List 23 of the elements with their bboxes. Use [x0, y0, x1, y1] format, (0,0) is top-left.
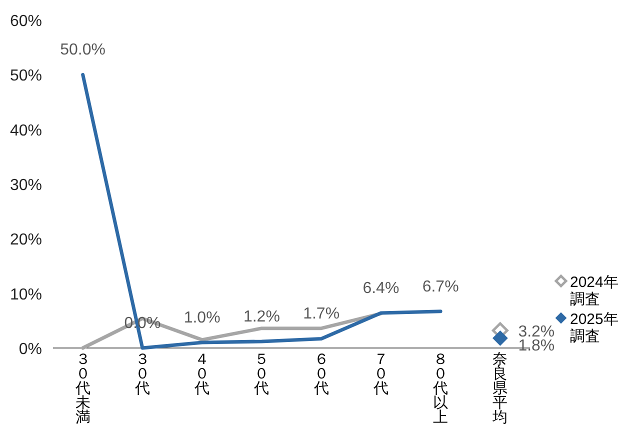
y-tick-label: 50% [10, 68, 42, 85]
x-tick-label: ５０代 [253, 351, 270, 397]
y-tick-label: 10% [10, 286, 42, 304]
data-label: 6.7% [422, 278, 459, 296]
data-label: 1.7% [303, 306, 340, 323]
x-tick-label: ６０代 [312, 351, 329, 397]
y-tick-label: 30% [10, 177, 42, 194]
data-label: 50.0% [60, 42, 106, 59]
x-tick-label: 奈良県平均 [492, 351, 508, 426]
legend-label: 2025年調査 [570, 311, 618, 345]
x-tick-label: ７０代 [372, 351, 388, 397]
y-tick-label: 60% [10, 13, 42, 30]
y-tick-label: 20% [10, 232, 42, 249]
x-tick-label: ４０代 [194, 351, 210, 397]
y-tick-label: 40% [10, 122, 42, 140]
data-label: 1.0% [184, 310, 220, 327]
data-label: 1.2% [243, 308, 280, 326]
x-tick-label: ３０代 [134, 351, 150, 397]
x-tick-label: ８０代以上 [432, 351, 448, 426]
x-tick-label: ３０代未満 [74, 351, 90, 426]
y-tick-label: 0% [18, 341, 42, 358]
data-label: 6.4% [362, 280, 400, 298]
legend-label: 2024年調査 [570, 274, 618, 308]
